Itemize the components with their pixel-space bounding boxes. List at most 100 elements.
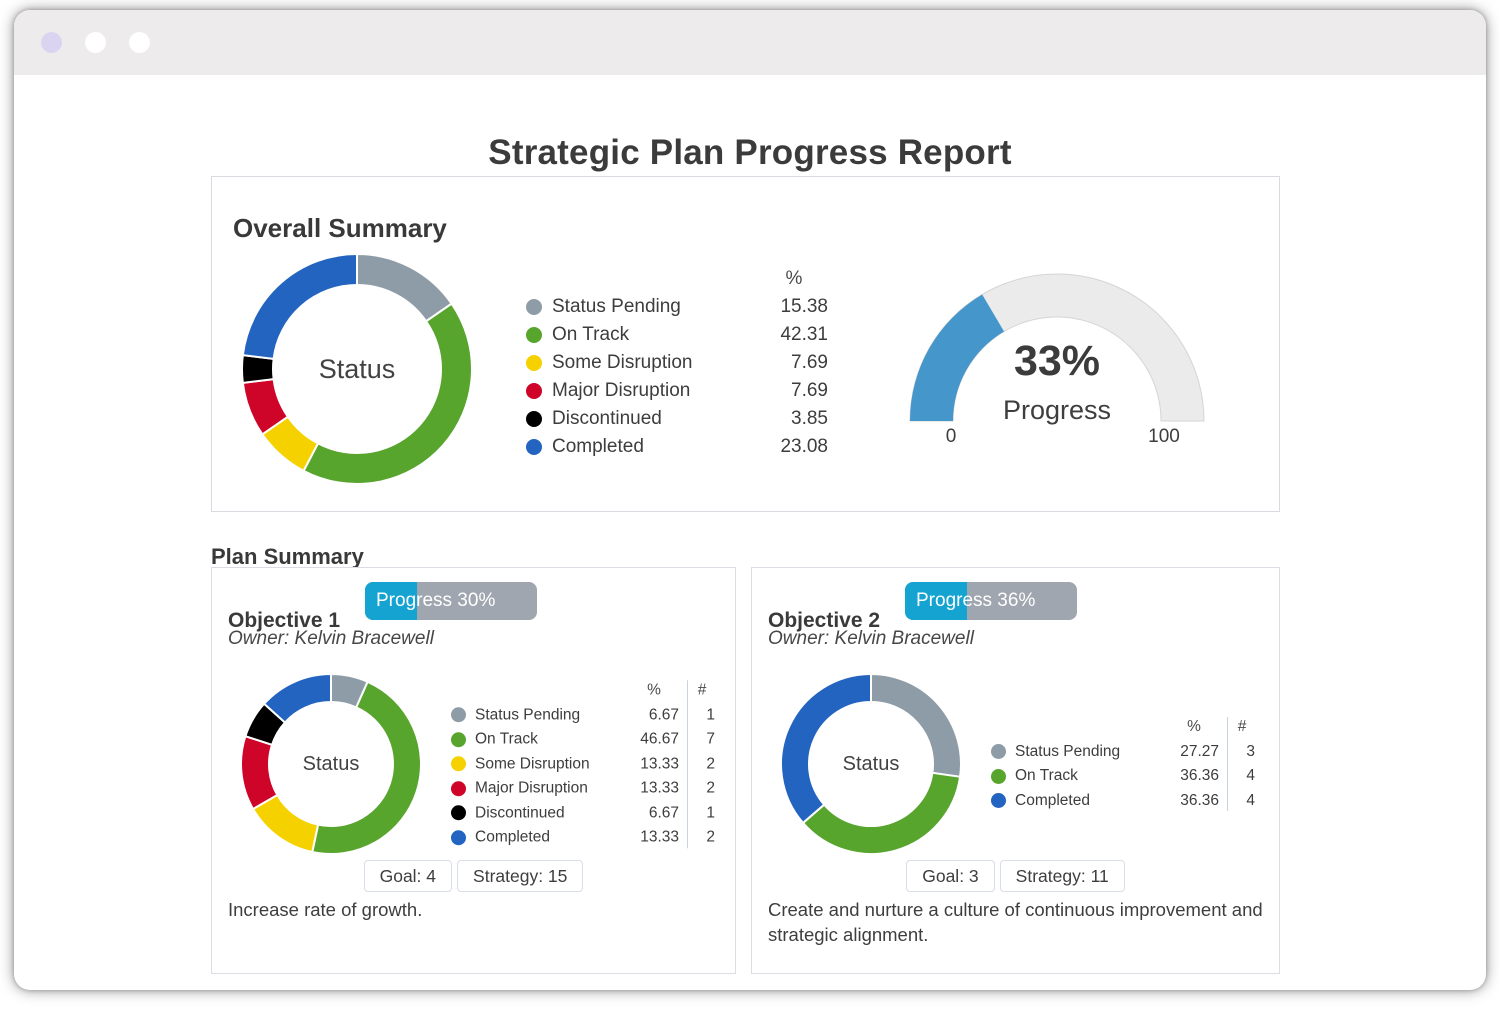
- legend-percent-value: 13.33: [640, 828, 679, 846]
- window-control-dot-3[interactable]: [129, 32, 150, 53]
- legend-row: Some Disruption 13.33 2: [451, 752, 721, 777]
- legend-label: Completed: [475, 828, 550, 846]
- legend-header: % #: [991, 715, 1261, 740]
- legend-color-dot: [526, 327, 542, 343]
- donut-segment: [801, 771, 962, 855]
- objective-title: Objective 2: [768, 609, 881, 632]
- legend-row: Discontinued 6.67 1: [451, 801, 721, 826]
- donut-center-label: Status: [302, 752, 360, 775]
- gauge-caption: Progress: [1002, 395, 1112, 425]
- legend-row: Discontinued 3.85: [526, 405, 828, 433]
- legend-label: Discontinued: [475, 804, 565, 821]
- legend-percent-value: 7.69: [791, 352, 828, 373]
- legend-color-dot: [451, 805, 466, 821]
- donut-segment: [780, 672, 872, 825]
- legend-color-dot: [526, 355, 542, 371]
- legend-count-value: 4: [1246, 791, 1255, 809]
- percent-column-header: %: [785, 268, 803, 289]
- progress-bar-fill: [905, 582, 967, 620]
- legend-percent-value: 6.67: [648, 706, 679, 723]
- donut-segment: [302, 302, 473, 485]
- legend-count-value: 1: [706, 706, 715, 723]
- legend-row: Completed 36.36 4: [991, 789, 1261, 814]
- goal-count-button[interactable]: Goal: 4: [363, 860, 453, 892]
- legend-row: Some Disruption 7.69: [526, 349, 828, 377]
- legend-percent-value: 6.67: [648, 804, 679, 821]
- legend-row: On Track 42.31: [526, 321, 828, 349]
- legend-percent-value: 36.36: [1180, 791, 1219, 809]
- legend-row: On Track 36.36 4: [991, 764, 1261, 789]
- legend-count-value: 2: [706, 755, 715, 772]
- window-control-dot-1[interactable]: [41, 32, 62, 53]
- objective-owner: Owner: Kelvin Bracewell: [768, 628, 974, 649]
- legend-count-value: 7: [706, 730, 715, 748]
- gauge-min-label: 0: [945, 426, 957, 447]
- legend-color-dot: [526, 383, 542, 399]
- overall-status-legend: % Status Pending 15.38 On Track 42.31 Some Di…: [526, 265, 828, 461]
- app-window: Strategic Plan Progress Report Overall S…: [14, 10, 1486, 990]
- donut-chart-svg: [240, 672, 422, 855]
- objective-title: Objective 1: [228, 609, 341, 632]
- legend-row: Completed 13.33 2: [451, 825, 721, 850]
- legend-column-divider: [687, 680, 688, 848]
- legend-percent-value: 42.31: [780, 324, 828, 345]
- gauge-max-label: 100: [1148, 426, 1180, 447]
- legend-percent-value: 7.69: [791, 380, 828, 401]
- legend-percent-value: 46.67: [640, 730, 679, 748]
- donut-segment: [262, 672, 332, 724]
- donut-segment: [311, 680, 422, 855]
- legend-label: On Track: [1015, 767, 1078, 785]
- legend-percent-value: 27.27: [1180, 742, 1219, 760]
- legend-row: Major Disruption 7.69: [526, 377, 828, 405]
- legend-row: Status Pending 27.27 3: [991, 740, 1261, 765]
- objective-1-card: Objective 1 Progress 30% Owner: Kelvin B…: [211, 567, 736, 974]
- legend-label: On Track: [552, 324, 630, 345]
- objective-status-donut-chart: Status: [239, 672, 423, 856]
- legend-label: Major Disruption: [475, 779, 588, 797]
- legend-label: On Track: [475, 730, 538, 748]
- goal-count-button[interactable]: Goal: 3: [906, 860, 995, 892]
- legend-label: Some Disruption: [552, 352, 693, 373]
- legend-dot-spacer: [991, 720, 1006, 735]
- donut-segment: [241, 252, 358, 361]
- overall-status-donut-chart: Status: [240, 252, 474, 486]
- legend-color-dot: [451, 781, 466, 796]
- objective-status-donut-chart: Status: [779, 672, 963, 856]
- window-control-dot-2[interactable]: [85, 32, 106, 53]
- percent-column-header: %: [1187, 718, 1201, 736]
- legend-percent-value: 15.38: [780, 296, 828, 317]
- objective-progress-bar: Progress 30%: [365, 582, 537, 620]
- objective-description: Increase rate of growth.: [228, 899, 423, 920]
- legend-percent-value: 13.33: [640, 779, 679, 797]
- legend-label: Major Disruption: [552, 380, 691, 401]
- legend-count-value: 4: [1246, 767, 1255, 785]
- progress-bar-fill: [365, 582, 417, 620]
- count-column-header: #: [1237, 718, 1247, 736]
- legend-color-dot: [991, 793, 1006, 809]
- strategy-count-button[interactable]: Strategy: 15: [457, 860, 584, 892]
- progress-gauge: 33% Progress 0 100: [905, 271, 1209, 451]
- objective-status-legend: % # Status Pending 27.27 3 On Track 36.36 4 Comp…: [991, 715, 1261, 813]
- legend-percent-value: 23.08: [780, 436, 828, 457]
- donut-center-label: Status: [318, 353, 396, 384]
- strategy-count-button[interactable]: Strategy: 11: [999, 860, 1125, 892]
- progress-bar-label: Progress 30%: [376, 590, 496, 611]
- legend-label: Status Pending: [552, 296, 681, 317]
- legend-color-dot: [526, 299, 542, 315]
- legend-color-dot: [526, 439, 542, 455]
- legend-color-dot: [526, 411, 542, 427]
- legend-count-value: 2: [706, 779, 715, 797]
- legend-row: On Track 46.67 7: [451, 727, 721, 752]
- legend-label: Status Pending: [1015, 742, 1121, 760]
- legend-color-dot: [991, 744, 1006, 760]
- objective-progress-bar: Progress 36%: [905, 582, 1077, 620]
- legend-count-value: 2: [706, 828, 715, 846]
- objective-tags: Goal: 3 Strategy: 11: [752, 860, 1279, 892]
- objective-owner: Owner: Kelvin Bracewell: [228, 628, 434, 649]
- page-title: Strategic Plan Progress Report: [488, 133, 1012, 173]
- objective-status-legend: % # Status Pending 6.67 1 On Track 46.67 7 Some …: [451, 678, 721, 850]
- legend-header: %: [526, 265, 828, 293]
- progress-bar-label: Progress 36%: [916, 590, 1036, 611]
- legend-label: Completed: [1015, 791, 1090, 809]
- legend-color-dot: [991, 768, 1006, 784]
